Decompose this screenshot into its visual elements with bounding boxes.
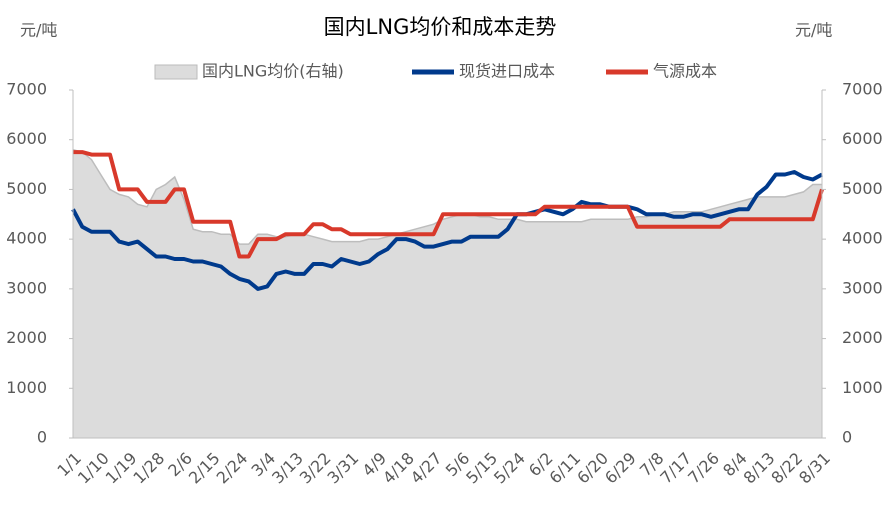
y2-tick-label: 1000 bbox=[842, 378, 883, 397]
y-tick-label: 0 bbox=[37, 428, 47, 447]
x-tick-label: 1/28 bbox=[129, 449, 168, 488]
x-tick-label: 2/24 bbox=[213, 449, 252, 488]
y2-tick-label: 5000 bbox=[842, 179, 883, 198]
y2-unit: 元/吨 bbox=[795, 21, 832, 40]
y2-tick-label: 4000 bbox=[842, 229, 883, 248]
legend-label: 国内LNG均价(右轴) bbox=[202, 62, 344, 81]
series-line bbox=[73, 150, 824, 259]
y2-tick-label: 7000 bbox=[842, 80, 883, 99]
chart-title: 国内LNG均价和成本走势 bbox=[324, 15, 557, 39]
y-unit: 元/吨 bbox=[20, 21, 57, 40]
x-tick-label: 5/24 bbox=[490, 449, 529, 488]
x-tick-label: 6/29 bbox=[601, 449, 640, 488]
area-line bbox=[72, 148, 822, 245]
y-tick-label: 4000 bbox=[6, 229, 47, 248]
legend-swatch bbox=[154, 64, 198, 80]
legend-label: 现货进口成本 bbox=[459, 62, 555, 81]
y-tick-label: 2000 bbox=[6, 328, 47, 347]
y2-tick-label: 0 bbox=[842, 428, 852, 447]
y-tick-label: 3000 bbox=[6, 278, 47, 297]
y-tick-label: 7000 bbox=[6, 80, 47, 99]
y-tick-label: 1000 bbox=[6, 378, 47, 397]
x-tick-label: 7/26 bbox=[684, 449, 723, 488]
x-tick-label: 8/31 bbox=[795, 449, 834, 488]
y-tick-label: 5000 bbox=[6, 179, 47, 198]
legend-label: 气源成本 bbox=[653, 62, 717, 81]
y2-tick-label: 3000 bbox=[842, 278, 883, 297]
x-tick-label: 4/27 bbox=[407, 449, 446, 488]
x-tick-label: 3/31 bbox=[324, 449, 363, 488]
y2-tick-label: 6000 bbox=[842, 129, 883, 148]
y-tick-label: 6000 bbox=[6, 129, 47, 148]
y2-tick-label: 2000 bbox=[842, 328, 883, 347]
series-line bbox=[71, 170, 823, 291]
